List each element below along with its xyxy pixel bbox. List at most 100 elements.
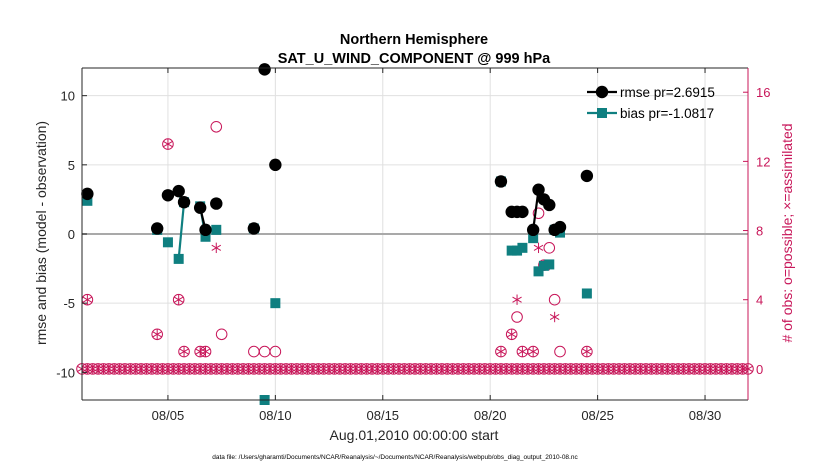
x-tick-label: 08/05	[152, 408, 185, 423]
rmse-point	[580, 169, 594, 183]
y-tick-label-left: 10	[61, 89, 75, 104]
rmse-point	[543, 198, 556, 212]
chart-subtitle: SAT_U_WIND_COMPONENT @ 999 hPa	[278, 51, 551, 67]
obs-assimilated-marker	[179, 346, 189, 357]
obs-possible-marker	[162, 138, 174, 150]
bias-point	[270, 298, 281, 309]
obs-possible-marker	[511, 311, 523, 323]
asterisk-stroke	[152, 331, 162, 338]
legend-rmse-marker	[595, 85, 609, 99]
y-tick-label-right: 8	[756, 224, 763, 239]
y-axis-label-right: # of obs: o=possible; ×=assimilated	[779, 123, 795, 342]
y-tick-label-left: 0	[68, 227, 75, 242]
rmse-point	[269, 158, 282, 172]
obs-assimilated-marker	[200, 346, 211, 357]
obs-assimilated-marker	[549, 311, 560, 323]
x-tick-label: 08/15	[367, 408, 400, 423]
asterisk-stroke	[528, 348, 538, 355]
chart-title: Northern Hemisphere	[340, 32, 488, 48]
x-tick-label: 08/10	[259, 408, 292, 423]
obs-possible-marker	[495, 345, 507, 358]
y-tick-label-left: -5	[63, 296, 75, 311]
rmse-point	[532, 183, 545, 196]
bias-line-segment	[177, 202, 186, 260]
y-tick-label-left: -10	[56, 365, 75, 380]
x-tick-label: 08/30	[689, 408, 722, 423]
bias-point	[506, 245, 517, 256]
asterisk-stroke	[549, 313, 560, 321]
obs-assimilated-marker	[506, 329, 517, 340]
data-file-footer: data file: /Users/gharamti/Documents/NCA…	[212, 454, 578, 461]
legend-bias-label: bias pr=-1.0817	[620, 106, 714, 121]
obs-possible-marker	[151, 328, 163, 341]
rmse-point	[150, 222, 164, 235]
y-tick-label-right: 16	[756, 85, 770, 100]
asterisk-stroke	[179, 348, 189, 355]
obs-assimilated-marker	[496, 346, 506, 357]
obs-possible-marker	[543, 242, 556, 254]
x-axis-label: Aug.01,2010 00:00:00 start	[330, 427, 499, 443]
asterisk-stroke	[582, 348, 592, 355]
rmse-point	[172, 184, 185, 198]
obs-assimilated-marker	[582, 346, 592, 357]
legend-rmse-label: rmse pr=2.6915	[620, 85, 715, 100]
obs-assimilated-marker	[533, 242, 544, 254]
y-tick-label-right: 12	[756, 154, 770, 169]
asterisk-stroke	[506, 331, 517, 338]
asterisk-stroke	[496, 348, 506, 355]
obs-possible-marker	[548, 293, 561, 306]
obs-assimilated-marker	[82, 294, 93, 305]
obs-possible-marker	[527, 345, 539, 358]
bias-point	[173, 253, 184, 264]
bias-point	[581, 288, 592, 299]
rmse-point	[81, 187, 94, 201]
legend-bias-marker	[597, 108, 607, 118]
obs-assimilated-marker	[517, 346, 528, 357]
bias-point	[512, 245, 523, 256]
rmse-point	[161, 189, 175, 202]
asterisk-stroke	[211, 244, 222, 251]
rmse-point	[177, 195, 191, 209]
obs-possible-marker	[532, 207, 545, 220]
asterisk-stroke	[163, 141, 173, 148]
x-tick-label: 08/25	[581, 408, 614, 423]
y-tick-label-right: 0	[756, 362, 763, 377]
asterisk-stroke	[173, 296, 184, 303]
rmse-point	[516, 205, 529, 219]
bias-point	[544, 259, 555, 270]
obs-possible-marker	[505, 328, 518, 341]
bias-point	[200, 231, 211, 242]
asterisk-stroke	[200, 348, 211, 355]
rmse-point	[258, 63, 271, 76]
legend: rmse pr=2.6915 bias pr=-1.0817	[587, 85, 715, 121]
obs-assimilated-marker	[528, 346, 538, 357]
asterisk-stroke	[517, 348, 528, 355]
bias-point	[528, 233, 539, 244]
obs-assimilated-marker	[211, 242, 222, 254]
rmse-point	[193, 201, 207, 214]
obs-assimilated-marker	[173, 294, 184, 305]
obs-assimilated-marker	[152, 329, 162, 340]
obs-possible-marker	[178, 345, 190, 358]
x-tick-label: 08/20	[474, 408, 507, 423]
asterisk-stroke	[512, 296, 522, 303]
obs-possible-marker	[210, 120, 223, 133]
obs-possible-marker	[215, 328, 228, 341]
rmse-point	[199, 223, 212, 237]
obs-possible-marker	[269, 345, 282, 358]
rmse-point	[247, 222, 261, 235]
asterisk-stroke	[82, 296, 93, 303]
rmse-point	[210, 197, 223, 210]
rmse-point	[553, 220, 567, 234]
bias-point	[517, 242, 528, 253]
asterisk-stroke	[533, 244, 544, 251]
obs-possible-marker	[581, 345, 593, 358]
obs-assimilated-marker	[512, 294, 522, 305]
bias-point	[211, 224, 222, 235]
bias-point	[82, 195, 93, 206]
bias-point	[162, 237, 173, 248]
y-tick-label-right: 4	[756, 293, 763, 308]
y-axis-label-left: rmse and bias (model - observation)	[33, 121, 49, 345]
rmse-point	[494, 175, 508, 188]
